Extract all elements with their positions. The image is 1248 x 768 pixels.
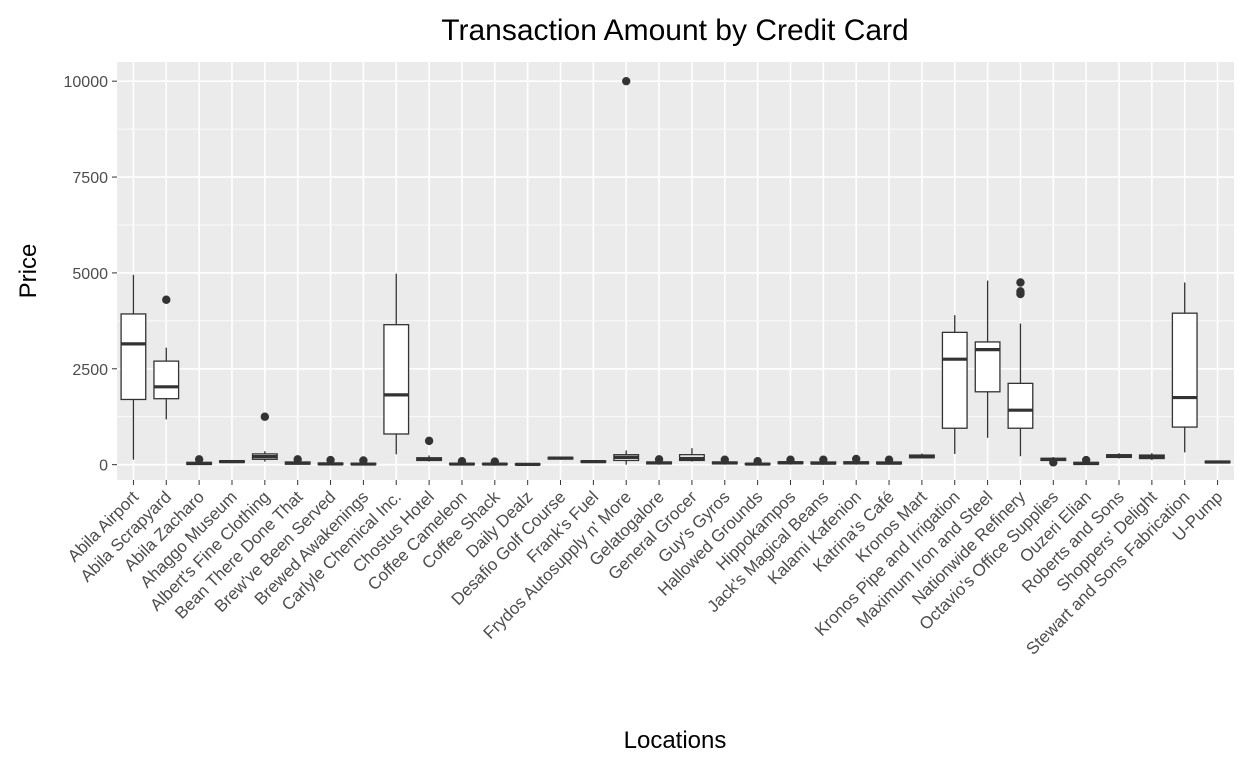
- box-iqr: [1171, 312, 1198, 428]
- box-33: [1204, 460, 1231, 464]
- outlier-point: [720, 455, 729, 464]
- box-series: [120, 76, 1231, 467]
- box-24: [908, 453, 935, 459]
- outlier-point: [293, 455, 302, 464]
- outlier-point: [1049, 458, 1058, 467]
- box-9: [416, 436, 443, 462]
- outlier-point: [359, 456, 368, 465]
- box-14: [580, 459, 607, 464]
- y-tick-label: 0: [99, 458, 108, 475]
- box-29: [1073, 455, 1100, 466]
- outlier-point: [457, 457, 467, 466]
- box-17: [678, 448, 705, 462]
- outlier-point: [884, 455, 894, 464]
- outlier-point: [162, 295, 171, 304]
- box-iqr: [383, 324, 410, 435]
- box-iqr: [153, 360, 180, 400]
- box-0: [120, 274, 147, 460]
- box-iqr: [120, 313, 147, 401]
- outlier-point: [194, 455, 204, 464]
- y-axis-ticks: 0 2500 5000 7500 10000: [64, 74, 117, 475]
- chart-title: Transaction Amount by Credit Card: [441, 14, 908, 47]
- box-15: [613, 76, 640, 465]
- box-23: [876, 455, 903, 465]
- outlier-point: [1081, 455, 1091, 465]
- box-19: [744, 457, 771, 466]
- outlier-point: [1016, 287, 1025, 296]
- box-10: [448, 457, 475, 466]
- box-18: [711, 455, 738, 465]
- box-1: [153, 295, 180, 420]
- box-7: [350, 456, 377, 466]
- x-axis-title: Locations: [624, 727, 727, 754]
- y-tick-label: 7500: [72, 170, 108, 187]
- box-28: [1040, 456, 1067, 467]
- outlier-point: [260, 412, 270, 421]
- box-16: [646, 455, 673, 465]
- outlier-point: [851, 454, 861, 464]
- box-6: [317, 455, 344, 466]
- box-30: [1106, 453, 1132, 459]
- outlier-point: [490, 457, 500, 466]
- outlier-point: [786, 455, 795, 464]
- outlier-point: [819, 455, 828, 464]
- box-13: [547, 456, 574, 460]
- gridlines: [117, 62, 1234, 480]
- box-22: [843, 454, 870, 465]
- y-tick-label: 10000: [64, 74, 109, 91]
- y-tick-label: 2500: [72, 362, 108, 379]
- box-27: [1007, 278, 1034, 457]
- outlier-point: [622, 76, 631, 86]
- box-26: [974, 280, 1001, 438]
- box-12: [514, 462, 541, 466]
- box-8: [383, 273, 410, 455]
- box-4: [251, 412, 278, 462]
- box-32: [1171, 282, 1198, 453]
- box-iqr: [941, 331, 968, 429]
- plot-panel: [117, 62, 1234, 480]
- box-2: [186, 455, 213, 466]
- outlier-point: [654, 455, 664, 464]
- outlier-point: [753, 457, 762, 466]
- box-20: [777, 455, 804, 465]
- box-31: [1138, 453, 1165, 461]
- y-tick-label: 5000: [72, 266, 108, 283]
- outlier-point: [326, 455, 335, 465]
- box-3: [219, 459, 245, 464]
- outlier-point: [1016, 278, 1025, 287]
- box-5: [284, 455, 311, 465]
- box-iqr: [1007, 382, 1034, 429]
- box-11: [481, 457, 508, 466]
- y-axis-title: Price: [15, 244, 42, 299]
- box-25: [941, 315, 968, 454]
- box-21: [810, 455, 837, 465]
- outlier-point: [424, 436, 434, 446]
